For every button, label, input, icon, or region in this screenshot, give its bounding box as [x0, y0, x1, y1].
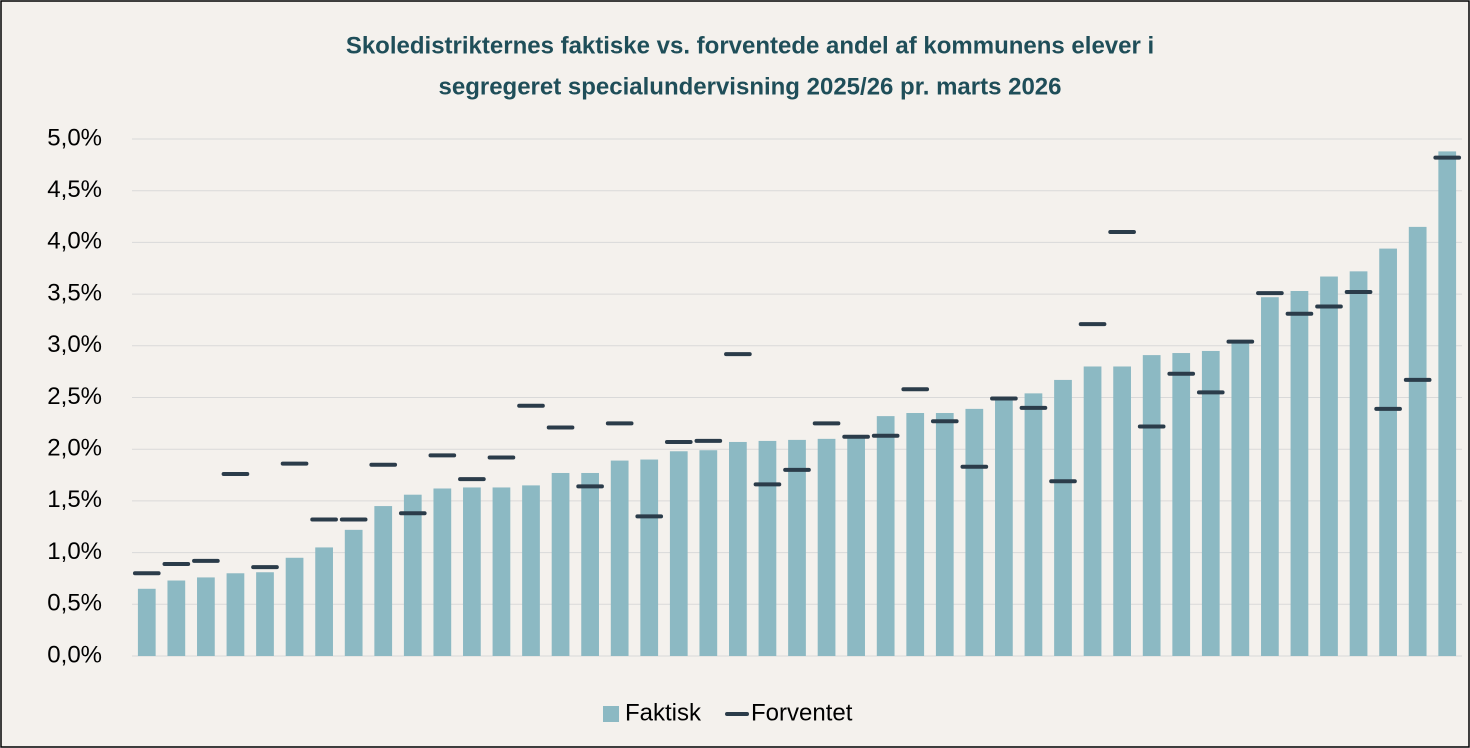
bar [640, 459, 659, 656]
bar [906, 413, 925, 656]
bar [729, 441, 747, 656]
bar [965, 408, 984, 656]
chart-subtitle: segregeret specialundervisning 2025/26 p… [439, 73, 1062, 100]
bar [610, 460, 629, 656]
bar [581, 472, 599, 656]
bar [433, 488, 452, 656]
chart-title: Skoledistrikternes faktiske vs. forvente… [346, 32, 1154, 59]
y-tick-label: 0,0% [47, 641, 102, 668]
y-tick-label: 2,5% [47, 383, 102, 410]
bar [1054, 379, 1072, 656]
bar [876, 416, 895, 656]
bar [403, 494, 422, 656]
bar [137, 588, 156, 656]
bar [758, 440, 777, 656]
bar [699, 450, 718, 656]
bar [285, 557, 304, 656]
bar [1201, 350, 1220, 656]
y-tick-label: 4,5% [47, 176, 102, 203]
bar [1438, 151, 1457, 656]
y-tick-label: 4,0% [47, 228, 102, 255]
bar [1172, 353, 1191, 656]
bar [1290, 290, 1309, 656]
y-tick-label: 1,0% [47, 538, 102, 565]
bar [315, 547, 333, 656]
bar [551, 472, 570, 656]
bar [1408, 226, 1427, 656]
y-tick-label: 2,0% [47, 435, 102, 462]
bar [256, 572, 274, 656]
bar [788, 439, 806, 656]
bar [463, 487, 481, 656]
bar [669, 451, 688, 656]
legend-swatch [603, 706, 619, 722]
y-tick-label: 0,5% [47, 590, 102, 617]
y-tick-label: 5,0% [47, 124, 102, 151]
bar [1083, 366, 1102, 656]
bar [817, 438, 836, 656]
bar [1024, 393, 1043, 656]
bar [344, 529, 363, 656]
y-tick-label: 3,0% [47, 331, 102, 358]
bar [522, 485, 540, 656]
bar [1113, 366, 1131, 656]
legend-label: Forventet [751, 699, 853, 726]
legend-label: Faktisk [625, 699, 702, 726]
bar [935, 413, 954, 656]
bar [1320, 276, 1338, 656]
bar [847, 436, 865, 656]
bar [1379, 248, 1397, 656]
bar [197, 577, 215, 656]
bar [995, 399, 1013, 656]
bar [1261, 297, 1279, 656]
bar [492, 487, 511, 656]
y-tick-label: 1,5% [47, 486, 102, 513]
bar [1231, 342, 1250, 656]
bar [1142, 355, 1161, 656]
bar [226, 573, 245, 656]
bar [167, 580, 186, 656]
bar [1349, 271, 1368, 656]
bar [374, 506, 393, 656]
y-tick-label: 3,5% [47, 279, 102, 306]
